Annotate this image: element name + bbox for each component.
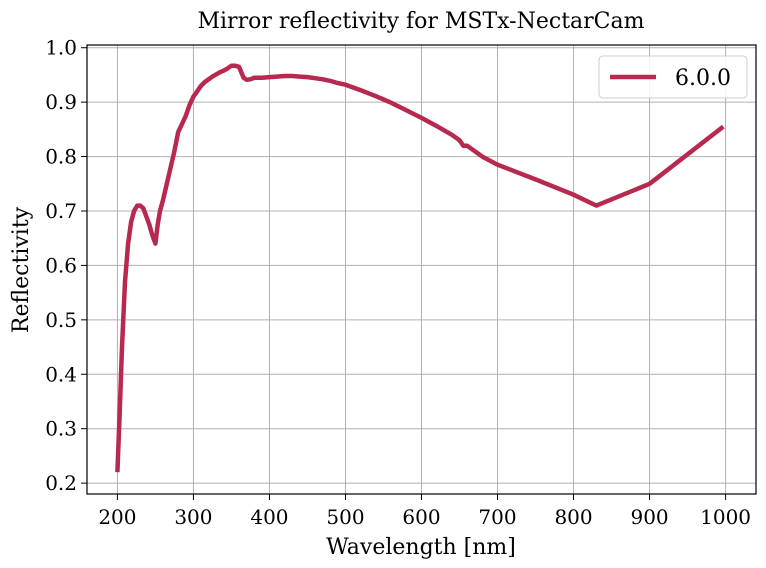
legend: 6.0.0 <box>598 55 748 99</box>
chart-title: Mirror reflectivity for MSTx-NectarCam <box>197 9 644 34</box>
y-tick-label: 0.6 <box>45 253 77 277</box>
y-axis-title: Reflectivity <box>9 206 34 333</box>
x-tick-label: 400 <box>250 505 288 529</box>
ticks: 200 300 400 500 600 700 800 900 1000 0.2 0.3 0.4 0.5… <box>45 36 751 529</box>
legend-frame <box>598 55 748 99</box>
x-tick-label: 200 <box>98 505 136 529</box>
x-tick-label: 800 <box>554 505 592 529</box>
y-tick-label: 0.4 <box>45 362 77 386</box>
x-tick-label: 300 <box>174 505 212 529</box>
x-tick-label: 1000 <box>700 505 751 529</box>
series-layer <box>115 63 725 473</box>
x-tick-label: 900 <box>630 505 668 529</box>
y-tick-label: 1.0 <box>45 36 77 60</box>
series-line-0 <box>115 63 725 473</box>
y-tick-label: 0.2 <box>45 471 77 495</box>
x-axis-title: Wavelength [nm] <box>326 535 516 560</box>
y-tick-label: 0.3 <box>45 417 77 441</box>
x-tick-label: 500 <box>326 505 364 529</box>
grid <box>87 45 756 494</box>
y-tick-label: 0.9 <box>45 90 77 114</box>
x-tick-label: 600 <box>402 505 440 529</box>
y-tick-label: 0.8 <box>45 145 77 169</box>
y-tick-label: 0.5 <box>45 308 77 332</box>
legend-label: 6.0.0 <box>675 66 731 91</box>
y-tick-label: 0.7 <box>45 199 77 223</box>
x-tick-label: 700 <box>478 505 516 529</box>
